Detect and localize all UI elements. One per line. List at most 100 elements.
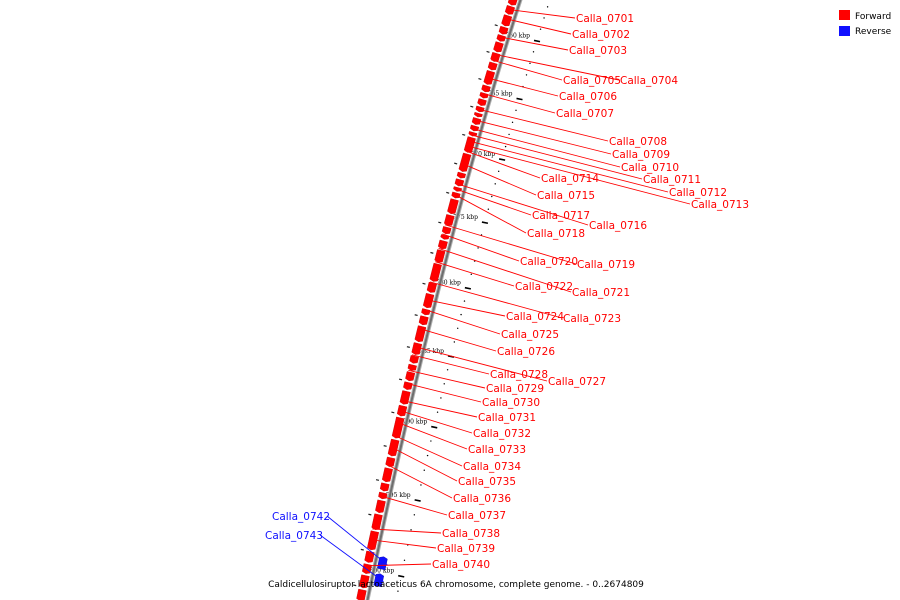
forward-gene-block[interactable] — [507, 0, 518, 6]
gene-label[interactable]: Calla_0725 — [501, 329, 559, 341]
gene-label[interactable]: Calla_0736 — [453, 493, 511, 505]
forward-gene-block[interactable] — [429, 262, 442, 282]
forward-gene-block[interactable] — [496, 34, 506, 42]
ruler-major-tick — [431, 425, 438, 429]
gene-label[interactable]: Calla_0708 — [609, 136, 667, 148]
forward-gene-block[interactable] — [375, 499, 386, 513]
gene-label[interactable]: Calla_0730 — [482, 397, 540, 409]
gene-leader-line — [452, 193, 527, 234]
forward-gene-block[interactable] — [381, 467, 393, 483]
gene-label[interactable]: Calla_0717 — [532, 210, 590, 222]
forward-gene-block[interactable] — [483, 70, 496, 85]
backbone-core — [366, 0, 522, 600]
forward-gene-block[interactable] — [447, 198, 459, 214]
gene-label[interactable]: Calla_0718 — [527, 228, 585, 240]
forward-gene-block[interactable] — [407, 363, 417, 371]
forward-gene-block[interactable] — [379, 482, 390, 492]
forward-gene-block[interactable] — [493, 41, 504, 53]
gene-leader-line — [405, 382, 482, 403]
forward-gene-block[interactable] — [440, 234, 450, 240]
gene-label[interactable]: Calla_0733 — [468, 444, 526, 456]
gene-label[interactable]: Calla_0724 — [506, 311, 564, 323]
forward-gene-block[interactable] — [418, 315, 429, 326]
gene-label[interactable]: Calla_0705 — [563, 75, 621, 87]
forward-gene-block[interactable] — [385, 456, 396, 467]
gene-label[interactable]: Calla_0737 — [448, 510, 506, 522]
forward-gene-block[interactable] — [426, 281, 438, 293]
gene-label[interactable]: Calla_0723 — [563, 313, 621, 325]
gene-label[interactable]: Calla_0720 — [520, 256, 578, 268]
ruler-minor-tick — [413, 514, 416, 516]
ruler-tick-label: 775 kbp — [453, 214, 478, 221]
ruler-minor-tick — [497, 170, 500, 173]
forward-gene-block[interactable] — [364, 550, 375, 563]
gene-label[interactable]: Calla_0719 — [577, 259, 635, 271]
reverse-gene-block[interactable] — [377, 556, 388, 571]
reverse-gene-block[interactable] — [373, 573, 384, 588]
gene-label[interactable]: Calla_0715 — [537, 190, 595, 202]
ruler-minor-tick — [423, 469, 425, 471]
gene-label[interactable]: Calla_0709 — [612, 149, 670, 161]
track-tick — [391, 411, 395, 414]
forward-gene-block[interactable] — [396, 404, 408, 417]
gene-label[interactable]: Calla_0727 — [548, 376, 606, 388]
forward-gene-block[interactable] — [487, 61, 498, 71]
gene-label[interactable]: Calla_0734 — [463, 461, 521, 473]
forward-gene-block[interactable] — [458, 152, 472, 172]
gene-label[interactable]: Calla_0739 — [437, 543, 495, 555]
forward-gene-block[interactable] — [371, 513, 383, 530]
gene-label[interactable]: Calla_0732 — [473, 428, 531, 440]
track-tick — [353, 584, 357, 587]
gene-leader-line — [411, 354, 490, 375]
forward-gene-block[interactable] — [498, 25, 509, 35]
gene-leader-line — [401, 399, 478, 418]
forward-gene-block[interactable] — [471, 117, 482, 125]
forward-gene-block[interactable] — [477, 98, 487, 106]
ruler-minor-tick — [440, 397, 442, 399]
gene-label[interactable]: Calla_0726 — [497, 346, 555, 358]
gene-label[interactable]: Calla_0722 — [515, 281, 573, 293]
gene-label[interactable]: Calla_0740 — [432, 559, 490, 571]
forward-gene-block[interactable] — [411, 342, 423, 355]
gene-label[interactable]: Calla_0703 — [569, 45, 627, 57]
forward-gene-block[interactable] — [356, 588, 367, 600]
gene-label[interactable]: Calla_0707 — [556, 108, 614, 120]
gene-label[interactable]: Calla_0713 — [691, 199, 749, 211]
ruler-major-tick — [533, 39, 541, 43]
gene-label[interactable]: Calla_0711 — [643, 174, 701, 186]
gene-label[interactable]: Calla_0738 — [442, 528, 500, 540]
forward-gene-block[interactable] — [456, 171, 466, 179]
forward-gene-block[interactable] — [473, 111, 483, 118]
gene-label[interactable]: Calla_0701 — [576, 13, 634, 25]
gene-label[interactable]: Calla_0714 — [541, 173, 599, 185]
gene-label[interactable]: Calla_0731 — [478, 412, 536, 424]
gene-label[interactable]: Calla_0729 — [486, 383, 544, 395]
gene-label[interactable]: Calla_0721 — [572, 287, 630, 299]
forward-gene-block[interactable] — [409, 355, 419, 364]
forward-gene-block[interactable] — [501, 14, 513, 27]
gene-label[interactable]: Calla_0742 — [272, 511, 330, 523]
forward-gene-block[interactable] — [405, 371, 416, 382]
gene-label[interactable]: Calla_0735 — [458, 476, 516, 488]
ruler-minor-tick — [430, 440, 432, 442]
gene-label[interactable]: Calla_0704 — [620, 75, 678, 87]
gene-label[interactable]: Calla_0716 — [589, 220, 647, 232]
ruler-tick-label: 795 kbp — [386, 492, 411, 499]
gene-label[interactable]: Calla_0706 — [559, 91, 617, 103]
gene-label[interactable]: Calla_0712 — [669, 187, 727, 199]
forward-gene-block[interactable] — [437, 239, 448, 250]
forward-gene-block[interactable] — [434, 249, 446, 263]
ruler-minor-tick — [491, 195, 493, 198]
forward-gene-block[interactable] — [403, 381, 413, 390]
gene-label[interactable]: Calla_0702 — [572, 29, 630, 41]
forward-gene-block[interactable] — [444, 214, 455, 226]
forward-gene-block[interactable] — [391, 416, 405, 439]
forward-gene-block[interactable] — [359, 574, 370, 589]
ruler-minor-tick — [410, 529, 412, 531]
forward-gene-block[interactable] — [481, 84, 491, 93]
forward-gene-block[interactable] — [387, 438, 400, 457]
gene-label[interactable]: Calla_0710 — [621, 162, 679, 174]
gene-label[interactable]: Calla_0743 — [265, 530, 323, 542]
gene-label[interactable]: Calla_0728 — [490, 369, 548, 381]
forward-gene-block[interactable] — [441, 226, 452, 235]
